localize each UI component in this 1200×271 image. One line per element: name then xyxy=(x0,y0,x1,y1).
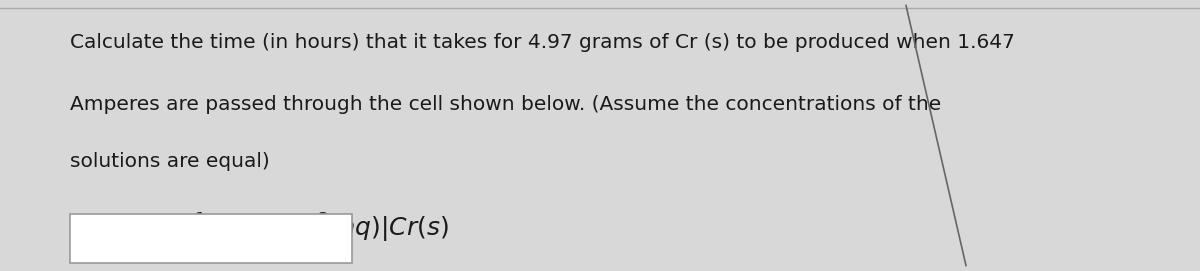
Text: solutions are equal): solutions are equal) xyxy=(70,152,269,171)
Text: Amperes are passed through the cell shown below. (Assume the concentrations of t: Amperes are passed through the cell show… xyxy=(70,95,941,114)
Text: Calculate the time (in hours) that it takes for 4.97 grams of Cr (s) to be produ: Calculate the time (in hours) that it ta… xyxy=(70,33,1014,51)
Text: $\it{Na(s)}|\it{Na}^{+1}\it{(aq)}||\it{Cr}^{+3}\it{(aq)}|\it{Cr(s)}$: $\it{Na(s)}|\it{Na}^{+1}\it{(aq)}||\it{C… xyxy=(70,211,449,245)
FancyBboxPatch shape xyxy=(70,214,352,263)
